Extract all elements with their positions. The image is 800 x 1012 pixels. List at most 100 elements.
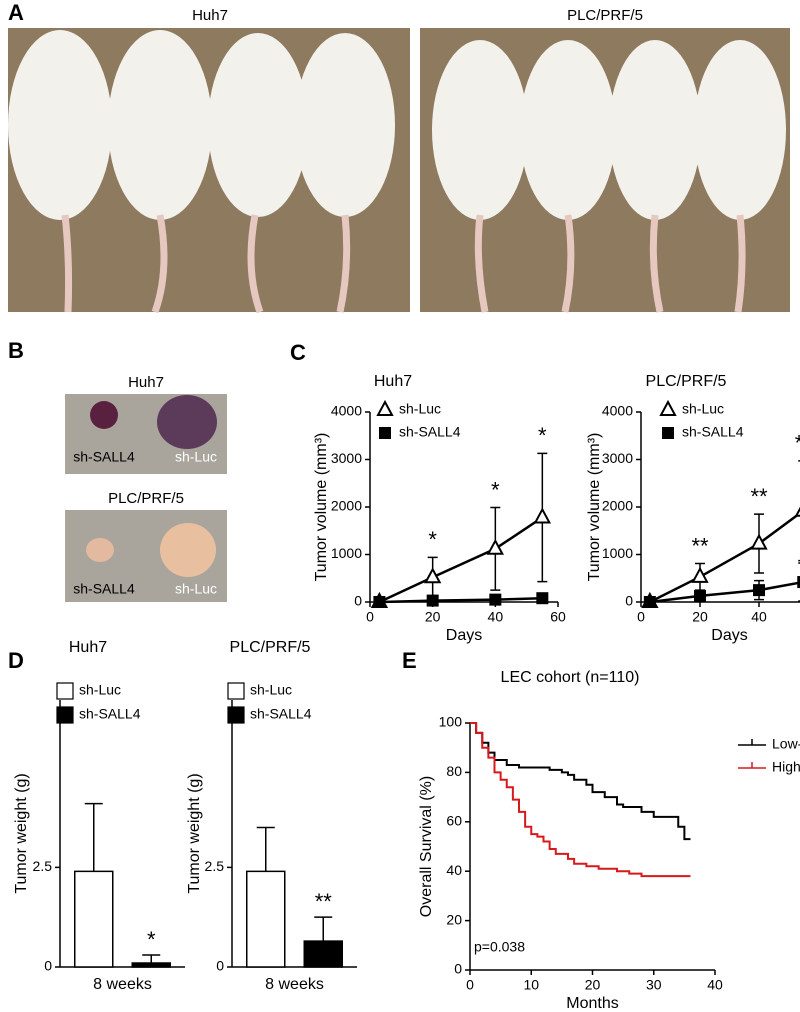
x-axis-label: Days bbox=[711, 627, 747, 644]
photo-label: Huh7 bbox=[128, 374, 164, 391]
series-line bbox=[649, 511, 800, 604]
marker bbox=[753, 584, 765, 597]
significance: * bbox=[538, 423, 547, 448]
x-tick-label: 20 bbox=[425, 609, 441, 625]
y-tick-label: 20 bbox=[446, 911, 462, 927]
marker bbox=[379, 427, 391, 439]
marker bbox=[797, 576, 800, 589]
x-tick-label: 30 bbox=[646, 977, 662, 993]
legend-label: sh-Luc bbox=[682, 401, 724, 417]
y-tick-label: 0 bbox=[454, 961, 462, 977]
y-axis-label: Tumor weight (g) bbox=[13, 773, 30, 893]
chart-title: PLC/PRF/5 bbox=[646, 373, 727, 390]
marker bbox=[794, 506, 800, 517]
legend-label: sh-SALL4 bbox=[682, 424, 744, 440]
y-tick-label: 3000 bbox=[602, 450, 633, 466]
series-line bbox=[379, 596, 543, 604]
x-tick-label: 8 weeks bbox=[93, 976, 152, 993]
legend-label: Low-SALL4 bbox=[772, 736, 800, 752]
y-axis-label: Tumor weight (g) bbox=[186, 773, 203, 893]
y-tick-label: 1000 bbox=[331, 545, 362, 561]
error-bar bbox=[142, 954, 161, 964]
photo-caption: sh-SALL4 bbox=[73, 581, 135, 597]
legend-label: sh-SALL4 bbox=[79, 706, 141, 722]
marker bbox=[373, 596, 386, 608]
x-tick-label: 40 bbox=[488, 609, 504, 625]
y-tick-label: 1000 bbox=[602, 545, 633, 561]
series-line bbox=[649, 581, 800, 604]
y-tick-label: 2.5 bbox=[33, 858, 53, 874]
bar bbox=[303, 940, 343, 968]
series-line bbox=[378, 516, 544, 604]
legend-swatch bbox=[227, 682, 245, 700]
y-tick-label: 2.5 bbox=[205, 858, 225, 874]
photo-caption: sh-Luc bbox=[175, 449, 217, 465]
photo-label: Huh7 bbox=[192, 7, 228, 24]
y-tick-label: 0 bbox=[625, 593, 633, 609]
error-bar bbox=[84, 802, 103, 872]
panel-letter: D bbox=[8, 648, 24, 673]
chart-title: LEC cohort (n=110) bbox=[501, 669, 640, 686]
marker bbox=[750, 533, 768, 550]
bar bbox=[246, 870, 286, 968]
marker bbox=[643, 596, 656, 608]
y-tick-label: 0 bbox=[354, 593, 362, 609]
marker bbox=[536, 592, 549, 605]
y-tick-label: 40 bbox=[446, 862, 462, 878]
photo-caption: sh-Luc bbox=[175, 581, 217, 597]
y-tick-label: 4000 bbox=[331, 403, 362, 419]
photo-caption: sh-SALL4 bbox=[73, 449, 135, 465]
marker bbox=[691, 566, 709, 583]
x-tick-label: 0 bbox=[637, 609, 645, 625]
y-tick-label: 2000 bbox=[331, 498, 362, 514]
x-tick-label: 60 bbox=[550, 609, 566, 625]
x-tick-label: 0 bbox=[366, 609, 374, 625]
y-tick-label: 3000 bbox=[331, 450, 362, 466]
error-bar bbox=[314, 916, 333, 942]
legend-swatch bbox=[227, 706, 245, 724]
legend-label: sh-Luc bbox=[250, 682, 292, 698]
error-bar bbox=[256, 826, 275, 872]
panel-letter: B bbox=[8, 338, 24, 363]
x-tick-label: 8 weeks bbox=[265, 976, 324, 993]
p-value: p=0.038 bbox=[474, 939, 525, 955]
photo-plc-mice bbox=[420, 28, 790, 313]
y-tick-label: 80 bbox=[446, 763, 462, 779]
significance: ** bbox=[315, 889, 333, 914]
y-tick-label: 4000 bbox=[602, 403, 633, 419]
x-axis-label: Months bbox=[566, 995, 618, 1012]
panel-letter: E bbox=[402, 648, 417, 673]
legend-label: sh-SALL4 bbox=[399, 424, 461, 440]
survival-curve bbox=[470, 722, 691, 841]
legend-swatch bbox=[56, 706, 74, 724]
chart-title: Huh7 bbox=[374, 373, 412, 390]
x-tick-label: 10 bbox=[523, 977, 539, 993]
y-tick-label: 2000 bbox=[602, 498, 633, 514]
marker bbox=[694, 589, 706, 602]
legend-swatch bbox=[56, 682, 74, 700]
marker bbox=[376, 399, 394, 416]
x-tick-label: 20 bbox=[585, 977, 601, 993]
chart-title: PLC/PRF/5 bbox=[230, 639, 311, 656]
panel-letter: A bbox=[8, 0, 24, 25]
photo-plc-tumors bbox=[65, 510, 227, 602]
photo-label: PLC/PRF/5 bbox=[108, 490, 184, 507]
significance: * bbox=[428, 527, 437, 552]
y-axis-label: Tumor volume (mm³) bbox=[586, 433, 603, 582]
photo-huh7-tumors bbox=[65, 394, 227, 474]
x-axis-label: Days bbox=[446, 627, 482, 644]
survival-curve bbox=[470, 722, 691, 878]
legend-label: sh-Luc bbox=[79, 682, 121, 698]
chart-title: Huh7 bbox=[69, 639, 107, 656]
marker bbox=[659, 399, 677, 416]
marker bbox=[486, 538, 505, 555]
legend-label: sh-SALL4 bbox=[250, 706, 312, 722]
photo-huh7-mice bbox=[8, 28, 410, 314]
y-tick-label: 100 bbox=[439, 714, 463, 730]
marker bbox=[423, 567, 442, 584]
panel-letter: C bbox=[290, 340, 306, 365]
marker bbox=[533, 507, 552, 524]
significance: ** bbox=[750, 484, 768, 509]
